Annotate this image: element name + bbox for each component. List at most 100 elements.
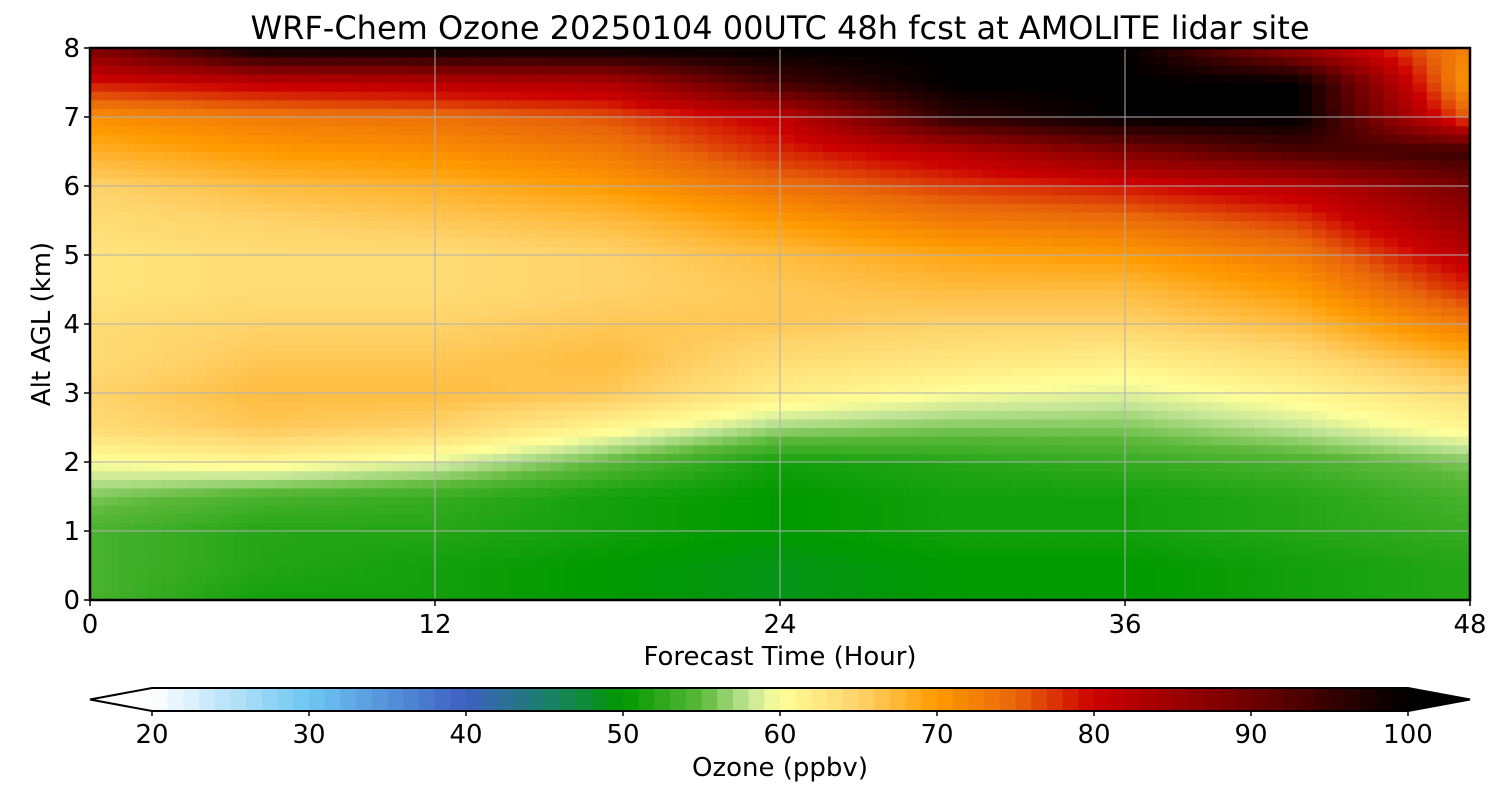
heatmap-cell — [233, 56, 249, 66]
heatmap-cell — [1196, 99, 1212, 109]
heatmap-cell — [1182, 117, 1198, 127]
heatmap-cell — [104, 125, 120, 135]
heatmap-cell — [90, 470, 105, 480]
heatmap-cell — [492, 556, 508, 567]
heatmap-cell — [147, 565, 163, 575]
heatmap-cell — [506, 410, 522, 420]
heatmap-cell — [478, 393, 494, 403]
heatmap-cell — [506, 462, 522, 472]
heatmap-cell — [205, 565, 220, 575]
heatmap-cell — [492, 479, 508, 489]
heatmap-cell — [305, 125, 321, 135]
heatmap-cell — [952, 444, 968, 454]
heatmap-cell — [348, 125, 364, 135]
heatmap-cell — [1196, 427, 1212, 437]
heatmap-cell — [521, 470, 537, 480]
heatmap-cell — [981, 539, 997, 549]
heatmap-cell — [463, 73, 479, 84]
heatmap-cell — [90, 203, 105, 213]
heatmap-cell — [1010, 556, 1025, 567]
heatmap-cell — [866, 453, 882, 463]
heatmap-cell — [751, 582, 767, 592]
heatmap-cell — [708, 117, 724, 127]
heatmap-cell — [780, 272, 795, 282]
heatmap-cell — [564, 496, 580, 506]
heatmap-cell — [1053, 410, 1069, 420]
heatmap-cell — [521, 513, 537, 523]
heatmap-cell — [564, 531, 580, 541]
heatmap-cell — [1139, 582, 1155, 592]
heatmap-cell — [90, 56, 105, 66]
heatmap-cell — [1096, 99, 1112, 109]
heatmap-cell — [1153, 324, 1169, 334]
heatmap-cell — [1038, 99, 1054, 109]
heatmap-cell — [866, 418, 882, 429]
heatmap-cell — [1125, 56, 1140, 66]
heatmap-cell — [463, 65, 479, 75]
heatmap-cell — [90, 229, 105, 239]
heatmap-cell — [736, 168, 752, 178]
heatmap-cell — [1153, 203, 1169, 213]
heatmap-cell — [233, 393, 249, 403]
heatmap-cell — [363, 496, 379, 506]
heatmap-cell — [765, 591, 781, 600]
heatmap-cell — [1110, 160, 1126, 170]
heatmap-cell — [248, 574, 264, 584]
heatmap-cell — [693, 82, 709, 92]
heatmap-cell — [995, 48, 1011, 58]
heatmap-cell — [650, 444, 666, 454]
heatmap-cell — [205, 401, 220, 411]
heatmap-cell — [1182, 565, 1198, 575]
heatmap-cell — [1038, 315, 1054, 325]
heatmap-cell — [147, 108, 163, 118]
heatmap-cell — [176, 582, 192, 592]
heatmap-cell — [693, 410, 709, 420]
heatmap-cell — [118, 117, 134, 127]
heatmap-cell — [535, 48, 551, 58]
heatmap-cell — [880, 186, 896, 196]
heatmap-cell — [1196, 134, 1212, 144]
heatmap-cell — [435, 565, 450, 575]
heatmap-cell — [262, 203, 278, 213]
heatmap-cell — [564, 117, 580, 127]
heatmap-cell — [708, 453, 724, 463]
heatmap-cell — [564, 229, 580, 239]
heatmap-cell — [406, 246, 422, 256]
heatmap-cell — [334, 341, 350, 351]
heatmap-cell — [176, 263, 192, 273]
heatmap-cell — [535, 255, 551, 265]
heatmap-cell — [1168, 358, 1184, 368]
heatmap-cell — [679, 142, 695, 153]
heatmap-cell — [161, 99, 177, 109]
heatmap-cell — [808, 393, 824, 403]
heatmap-cell — [1153, 591, 1169, 600]
heatmap-cell — [104, 341, 120, 351]
heatmap-cell — [851, 151, 867, 161]
heatmap-cell — [478, 289, 494, 299]
heatmap-cell — [1010, 289, 1025, 299]
heatmap-cell — [377, 513, 393, 523]
heatmap-cell — [693, 289, 709, 299]
heatmap-cell — [550, 65, 565, 75]
heatmap-cell — [564, 522, 580, 532]
heatmap-cell — [808, 246, 824, 256]
heatmap-cell — [334, 298, 350, 308]
heatmap-cell — [736, 548, 752, 558]
heatmap-cell — [866, 393, 882, 403]
heatmap-cell — [90, 168, 105, 178]
heatmap-cell — [478, 556, 494, 567]
heatmap-cell — [391, 393, 407, 403]
heatmap-cell — [506, 99, 522, 109]
heatmap-cell — [1081, 513, 1097, 523]
heatmap-cell — [118, 108, 134, 118]
heatmap-cell — [463, 410, 479, 420]
heatmap-cell — [104, 108, 120, 118]
heatmap-cell — [219, 513, 235, 523]
heatmap-cell — [895, 384, 910, 394]
heatmap-cell — [406, 582, 422, 592]
heatmap-cell — [808, 565, 824, 575]
heatmap-cell — [305, 453, 321, 463]
heatmap-cell — [621, 332, 637, 342]
heatmap-cell — [506, 203, 522, 213]
heatmap-cell — [665, 203, 680, 213]
